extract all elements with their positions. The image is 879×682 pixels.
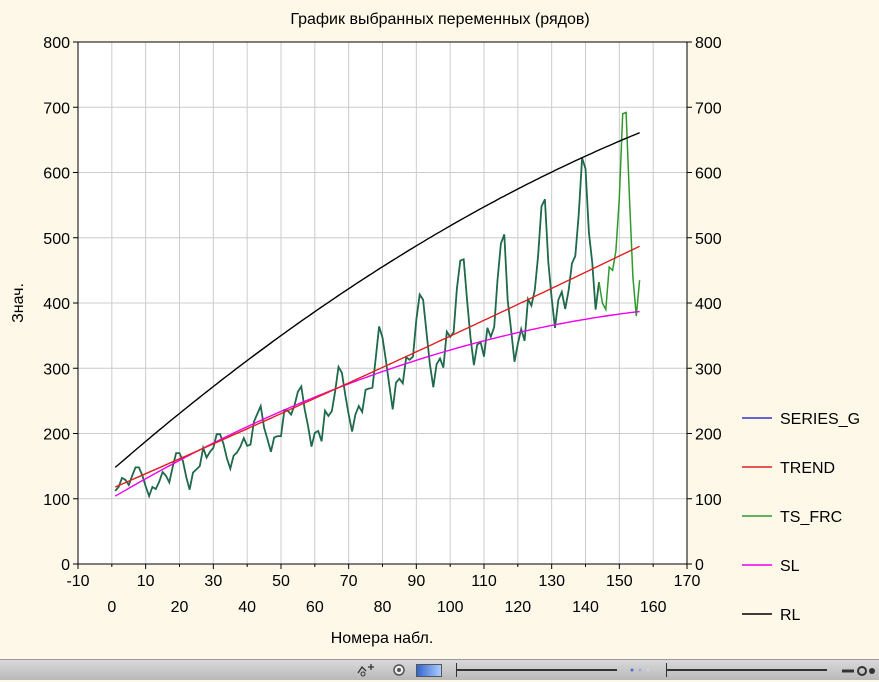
- key-icon[interactable]: [840, 663, 876, 677]
- series-lines: [114, 111, 641, 499]
- x-axis-label: Номера набл.: [331, 630, 434, 647]
- dots-icon: [626, 663, 656, 677]
- legend-label: SL: [780, 558, 800, 575]
- legend: SERIES_G TREND TS_FRC SL RL: [742, 411, 860, 624]
- y-tick-label-right: 200: [695, 427, 722, 444]
- x-tick-label-bottom-row: 140: [572, 599, 599, 616]
- x-tick-label-bottom-row: 120: [504, 599, 531, 616]
- x-tick-label-top-row: 110: [471, 573, 497, 590]
- x-tick-label-bottom-row: 40: [238, 599, 256, 616]
- legend-label: TS_FRC: [780, 509, 842, 526]
- y-tick-label-right: 500: [695, 231, 722, 248]
- scroll-slider-track[interactable]: [667, 669, 827, 671]
- y-tick-label: 700: [43, 100, 70, 117]
- y-tick-label-right: 700: [695, 100, 722, 117]
- y-tick-label: 0: [61, 557, 70, 574]
- x-tick-label-top-row: 70: [340, 573, 358, 590]
- y-tick-label-right: 600: [695, 166, 722, 183]
- x-tick-label-bottom-row: 160: [640, 599, 667, 616]
- color-swatch-icon[interactable]: [416, 664, 442, 677]
- y-tick-label-right: 300: [695, 361, 722, 378]
- slider-handle-icon[interactable]: [666, 663, 667, 677]
- x-tick-label-top-row: 30: [204, 573, 222, 590]
- zoom-tool-icon[interactable]: [356, 663, 378, 677]
- y-tick-label-right: 100: [695, 492, 722, 509]
- y-tick-label: 600: [43, 166, 70, 183]
- series-line-ts-frc-forecast: [598, 111, 641, 317]
- y-axis-label: Знач.: [10, 283, 27, 323]
- gear-icon[interactable]: [392, 663, 406, 677]
- legend-label: TREND: [780, 460, 835, 477]
- y-tick-label: 400: [43, 296, 70, 313]
- y-tick-label-right: 800: [695, 35, 722, 52]
- x-tick-label-top-row: 130: [538, 573, 565, 590]
- y-tick-label-right: 0: [695, 557, 704, 574]
- y-tick-label: 500: [43, 231, 70, 248]
- series-line-trend: [114, 245, 640, 488]
- x-tick-label-bottom-row: 60: [306, 599, 324, 616]
- y-tick-label: 200: [43, 427, 70, 444]
- chart-title: График выбранных переменных (рядов): [290, 11, 589, 28]
- zoom-slider-track[interactable]: [457, 669, 617, 671]
- x-tick-label-bottom-row: 0: [107, 599, 116, 616]
- y-tick-label: 800: [43, 35, 70, 52]
- x-tick-label-top-row: 10: [137, 573, 155, 590]
- y-tick-label-right: 400: [695, 296, 722, 313]
- x-tick-label-top-row: -10: [66, 573, 89, 590]
- series-line-rl: [114, 132, 640, 468]
- legend-label: RL: [780, 607, 801, 624]
- x-tick-label-bottom-row: 20: [171, 599, 189, 616]
- x-tick-label-top-row: 150: [606, 573, 633, 590]
- x-tick-label-top-row: 90: [407, 573, 425, 590]
- legend-label: SERIES_G: [780, 411, 860, 428]
- x-tick-label-bottom-row: 100: [437, 599, 464, 616]
- x-tick-label-top-row: 170: [674, 573, 701, 590]
- x-tick-label-top-row: 50: [272, 573, 290, 590]
- series-line-ts-frc: [114, 157, 600, 499]
- y-tick-label: 100: [43, 492, 70, 509]
- status-bar: [0, 659, 879, 680]
- y-tick-label: 300: [43, 361, 70, 378]
- x-tick-label-bottom-row: 80: [374, 599, 392, 616]
- slider-handle-icon[interactable]: [456, 663, 457, 677]
